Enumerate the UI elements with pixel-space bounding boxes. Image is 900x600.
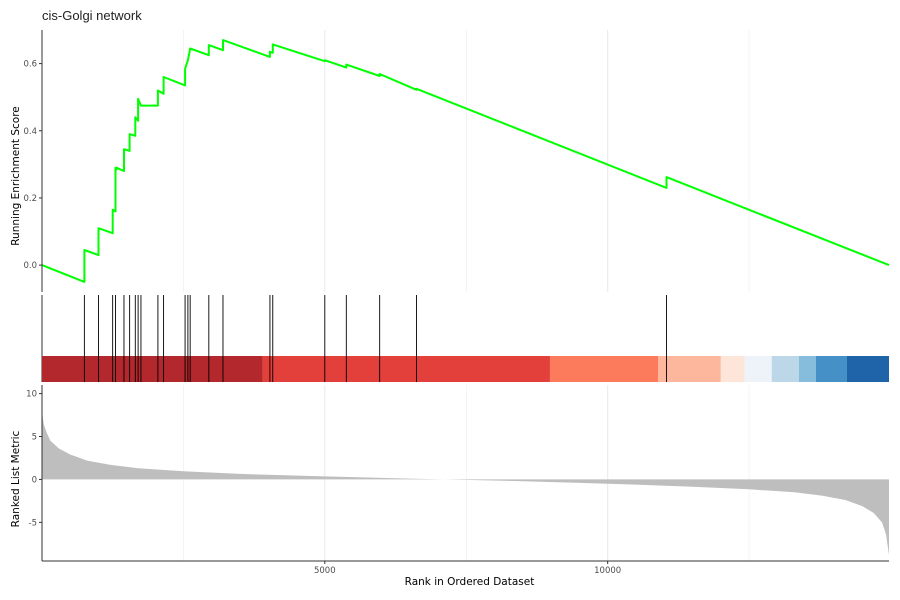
heat-band bbox=[798, 356, 816, 382]
heat-band bbox=[658, 356, 721, 382]
y-axis-title-bottom: Ranked List Metric bbox=[10, 430, 22, 527]
heat-band bbox=[846, 356, 889, 382]
heat-band bbox=[744, 356, 772, 382]
y-tick-label-bottom: -5 bbox=[29, 518, 37, 528]
heat-band bbox=[815, 356, 847, 382]
y-tick-label-top: 0.0 bbox=[23, 261, 37, 271]
ranked-metric-area bbox=[42, 410, 889, 555]
chart-title: cis-Golgi network bbox=[42, 8, 142, 23]
y-tick-label-bottom: 10 bbox=[26, 390, 37, 400]
heat-band bbox=[42, 356, 263, 382]
heat-band bbox=[720, 356, 745, 382]
heat-band bbox=[771, 356, 799, 382]
x-tick-label: 10000 bbox=[594, 566, 621, 576]
y-tick-label-bottom: 0 bbox=[32, 475, 37, 485]
y-tick-label-top: 0.4 bbox=[23, 127, 37, 137]
y-tick-label-bottom: 5 bbox=[32, 433, 37, 443]
x-axis-title: Rank in Ordered Dataset bbox=[405, 576, 535, 588]
y-tick-label-top: 0.2 bbox=[23, 194, 37, 204]
heat-band bbox=[262, 356, 550, 382]
enrichment-score-line bbox=[41, 39, 890, 283]
y-tick-label-top: 0.6 bbox=[23, 60, 37, 70]
heat-band bbox=[549, 356, 659, 382]
x-tick-label: 5000 bbox=[314, 566, 336, 576]
y-axis-title-top: Running Enrichment Score bbox=[10, 106, 22, 246]
